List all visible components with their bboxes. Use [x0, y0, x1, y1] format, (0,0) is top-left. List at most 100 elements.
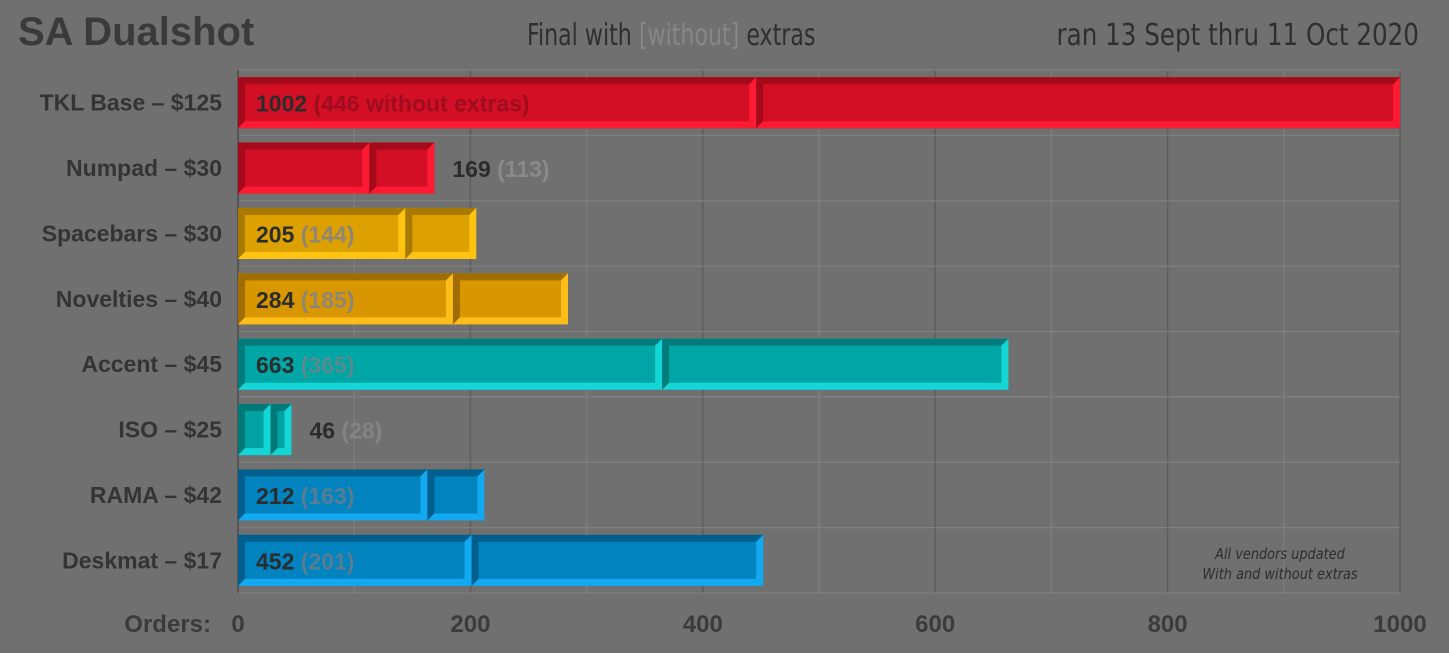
- value-with-extras: 452: [256, 548, 294, 574]
- bar-extras-portion: [471, 534, 764, 586]
- bar-bevel-right: [561, 273, 569, 325]
- x-tick-label: 0: [231, 611, 244, 638]
- bar-bevel-right: [477, 469, 485, 521]
- value-with-extras: 1002: [256, 91, 307, 117]
- bar-bevel-right: [464, 534, 472, 586]
- subtitle-suffix: extras: [739, 18, 816, 53]
- bar-extras-portion: [270, 404, 292, 456]
- value-without-extras: (144): [294, 221, 354, 247]
- y-category-label: ISO – $25: [118, 417, 222, 443]
- bar-face: [238, 142, 370, 194]
- bar-face: [662, 338, 1009, 390]
- bar-bevel-right: [420, 469, 428, 521]
- bar-bevel-bottom: [427, 513, 485, 521]
- bar-bevel-top: [452, 273, 569, 281]
- bar-bevel-left: [756, 77, 764, 129]
- bar-without-extras: [238, 142, 370, 194]
- bar-bevel-top: [662, 338, 1009, 346]
- value-without-extras: (185): [294, 287, 354, 313]
- bar-bevel-left: [270, 404, 278, 456]
- bar-bevel-left: [427, 469, 435, 521]
- x-tick-label: 1000: [1373, 611, 1426, 638]
- bar-bevel-left: [238, 273, 245, 325]
- y-category-label: Novelties – $40: [56, 286, 222, 312]
- bar-bevel-top: [238, 469, 428, 477]
- bar-bevel-top: [238, 338, 663, 346]
- vendor-note: All vendors updated With and without ext…: [1194, 544, 1366, 584]
- bar-bevel-right: [655, 338, 663, 390]
- value-without-extras: (446 without extras): [307, 91, 529, 117]
- x-tick-label: 800: [1148, 611, 1188, 638]
- bar-without-extras: [238, 469, 428, 521]
- bar-bevel-right: [427, 142, 435, 194]
- bar-bevel-left: [238, 469, 245, 521]
- bar-bevel-bottom: [756, 121, 1400, 129]
- y-category-label: Accent – $45: [81, 351, 222, 377]
- bar-bevel-bottom: [238, 251, 406, 259]
- value-without-extras: (113): [491, 156, 550, 182]
- y-category-label: Deskmat – $17: [62, 547, 222, 573]
- value-without-extras: (163): [294, 483, 354, 509]
- value-without-extras: (365): [294, 352, 354, 378]
- bar-bevel-bottom: [238, 382, 663, 390]
- y-category-label: Spacebars – $30: [42, 220, 222, 246]
- bar-value-label: 205 (144): [256, 221, 354, 247]
- date-range: ran 13 Sept thru 11 Oct 2020: [1056, 18, 1419, 53]
- bar-bevel-bottom: [369, 186, 435, 194]
- bar-bevel-right: [469, 207, 477, 259]
- bar-bevel-top: [471, 534, 764, 542]
- bar-extras-portion: [662, 338, 1009, 390]
- bar-face: [471, 534, 764, 586]
- bar-bevel-top: [238, 77, 757, 85]
- bar-bevel-left: [238, 207, 245, 259]
- bar-face: [238, 338, 663, 390]
- bar-bevel-bottom: [238, 186, 370, 194]
- chart-subtitle: Final with [without] extras: [527, 18, 815, 53]
- bar-extras-portion: [405, 207, 477, 259]
- bar-bevel-right: [756, 534, 764, 586]
- bar-bevel-bottom: [662, 382, 1009, 390]
- x-tick-label: 200: [450, 611, 490, 638]
- value-without-extras: (28): [335, 418, 382, 444]
- bar-face: [369, 142, 435, 194]
- bar-bevel-left: [405, 207, 413, 259]
- subtitle-muted: [without]: [638, 18, 740, 53]
- value-with-extras: 205: [256, 221, 295, 247]
- bar-bevel-left: [369, 142, 377, 194]
- bar-bevel-bottom: [238, 317, 453, 325]
- bar-value-label: 1002 (446 without extras): [256, 91, 530, 117]
- bar-without-extras: [238, 207, 406, 259]
- bar-bevel-right: [362, 142, 370, 194]
- bar-bevel-left: [238, 338, 245, 390]
- bar-without-extras: [238, 273, 453, 325]
- bar-face: [238, 534, 472, 586]
- bar-value-label: 663 (365): [256, 352, 354, 378]
- bar-bevel-top: [238, 404, 271, 412]
- bar-bevel-left: [238, 534, 245, 586]
- bar-bevel-bottom: [238, 513, 428, 521]
- x-tick-label: 400: [683, 611, 723, 638]
- bar-bevel-bottom: [405, 251, 477, 259]
- bar-without-extras: [238, 404, 271, 456]
- value-with-extras: 46: [309, 418, 335, 444]
- bar-value-label: 212 (163): [256, 483, 354, 509]
- bar-bevel-bottom: [471, 578, 764, 586]
- x-tick-label: 600: [915, 611, 955, 638]
- subtitle-prefix: Final with: [527, 18, 639, 53]
- y-category-label: TKL Base – $125: [40, 90, 223, 116]
- bar-bevel-bottom: [238, 578, 472, 586]
- bar-bevel-bottom: [452, 317, 569, 325]
- bar-value-label: 284 (185): [256, 287, 354, 313]
- chart-title: SA Dualshot: [18, 10, 255, 54]
- bar-bevel-left: [662, 338, 670, 390]
- bar-bevel-left: [471, 534, 479, 586]
- vendor-note-line-2: With and without extras: [1202, 565, 1358, 583]
- value-with-extras: 212: [256, 483, 294, 509]
- x-axis-label: Orders:: [124, 611, 211, 638]
- bar-face: [405, 207, 477, 259]
- bar-face: [452, 273, 569, 325]
- bar-bevel-bottom: [238, 448, 271, 456]
- bar-face: [756, 77, 1400, 129]
- bar-face: [238, 77, 757, 129]
- bar-bevel-top: [238, 207, 406, 215]
